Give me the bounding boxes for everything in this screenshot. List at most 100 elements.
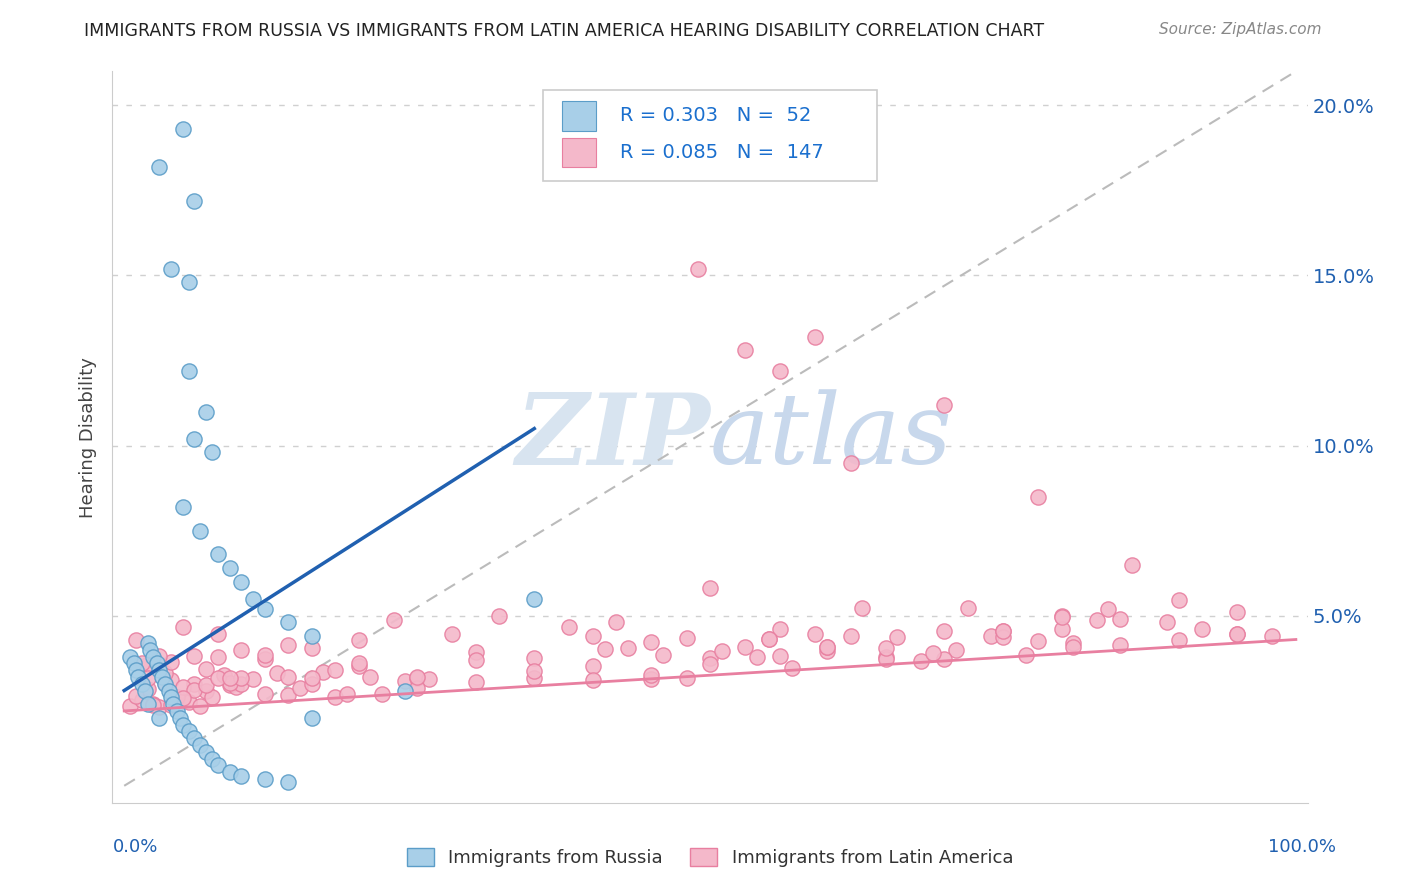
Point: [136, 657, 159, 672]
Point: [406, 670, 429, 684]
Point: [155, 676, 177, 690]
Point: [183, 194, 205, 208]
Point: [1226, 605, 1249, 619]
Point: [277, 775, 299, 789]
Point: [851, 601, 873, 615]
Point: [934, 652, 956, 666]
Text: R = 0.085   N =  147: R = 0.085 N = 147: [620, 143, 824, 162]
Point: [231, 574, 253, 589]
Point: [875, 650, 897, 665]
Point: [218, 561, 240, 575]
Point: [1226, 626, 1249, 640]
Point: [804, 627, 827, 641]
Point: [640, 672, 662, 686]
Point: [183, 731, 205, 746]
Point: [347, 633, 370, 648]
Point: [136, 671, 159, 685]
Point: [815, 640, 838, 654]
Point: [231, 677, 253, 691]
Point: [131, 693, 153, 707]
Point: [464, 675, 486, 690]
Point: [160, 655, 183, 669]
Point: [934, 624, 956, 639]
Point: [980, 629, 1002, 643]
Text: 100.0%: 100.0%: [1268, 838, 1336, 856]
Point: [769, 622, 792, 636]
Point: [188, 524, 212, 538]
Point: [139, 642, 162, 657]
Point: [406, 671, 429, 685]
Point: [640, 635, 662, 649]
Point: [1026, 634, 1049, 648]
Point: [910, 654, 932, 668]
Point: [1015, 648, 1038, 662]
Point: [991, 630, 1014, 644]
Text: 0.0%: 0.0%: [112, 838, 157, 856]
Point: [172, 690, 194, 705]
Point: [166, 697, 188, 711]
Point: [150, 670, 173, 684]
Point: [605, 615, 627, 630]
Point: [1191, 622, 1213, 636]
Point: [183, 649, 205, 664]
Point: [218, 671, 240, 685]
Point: [710, 644, 733, 658]
Point: [160, 698, 183, 712]
Point: [172, 620, 194, 634]
Point: [301, 629, 323, 643]
Point: [142, 698, 165, 712]
Point: [956, 601, 979, 615]
Point: [277, 639, 299, 653]
Point: [582, 658, 605, 673]
Point: [277, 615, 299, 630]
Point: [758, 632, 780, 647]
Point: [488, 609, 510, 624]
Point: [758, 632, 780, 646]
Text: IMMIGRANTS FROM RUSSIA VS IMMIGRANTS FROM LATIN AMERICA HEARING DISABILITY CORRE: IMMIGRANTS FROM RUSSIA VS IMMIGRANTS FRO…: [84, 22, 1045, 40]
Point: [225, 681, 247, 695]
Point: [582, 629, 605, 643]
Point: [301, 640, 323, 655]
FancyBboxPatch shape: [562, 102, 596, 130]
Point: [177, 364, 200, 378]
Point: [207, 627, 229, 641]
Point: [934, 398, 956, 412]
Point: [148, 658, 170, 673]
Point: [160, 673, 183, 687]
Point: [991, 624, 1014, 639]
Point: [172, 680, 194, 694]
Point: [301, 711, 323, 725]
Point: [1050, 608, 1073, 623]
Point: [1167, 592, 1189, 607]
Point: [301, 671, 323, 685]
Point: [266, 665, 288, 680]
Point: [921, 647, 943, 661]
Point: [169, 711, 191, 725]
Point: [1062, 636, 1084, 650]
Point: [523, 591, 546, 606]
Point: [1050, 622, 1073, 636]
Point: [347, 658, 370, 673]
Text: R = 0.303   N =  52: R = 0.303 N = 52: [620, 106, 811, 126]
Point: [277, 670, 299, 684]
Point: [394, 683, 416, 698]
FancyBboxPatch shape: [562, 138, 596, 167]
Point: [231, 671, 253, 685]
Point: [699, 581, 721, 595]
Point: [371, 687, 394, 701]
Point: [218, 678, 240, 692]
Point: [231, 643, 253, 657]
Point: [207, 548, 229, 562]
Point: [523, 671, 546, 685]
Point: [131, 656, 153, 670]
Point: [242, 591, 264, 606]
Point: [155, 677, 177, 691]
Point: [1167, 632, 1189, 647]
FancyBboxPatch shape: [543, 90, 877, 181]
Point: [172, 717, 194, 731]
Point: [582, 673, 605, 687]
Point: [201, 751, 224, 765]
Point: [253, 602, 276, 616]
Point: [218, 676, 240, 690]
Point: [172, 122, 194, 136]
